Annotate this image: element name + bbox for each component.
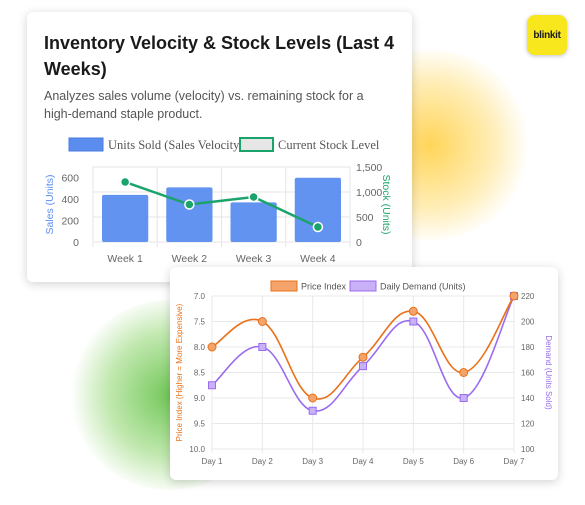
x-tick-label: Day 4 — [353, 457, 374, 466]
inventory-y-axis-label: Sales (Units) — [44, 174, 56, 234]
y-tick-label: 9.5 — [194, 420, 206, 429]
price-index-point[interactable] — [459, 368, 469, 377]
price-index-point[interactable] — [509, 291, 519, 301]
bar-units-sold[interactable] — [101, 194, 149, 242]
stock-level-line — [124, 180, 319, 229]
daily-demand-point[interactable] — [308, 406, 317, 415]
price-index-point[interactable] — [308, 393, 318, 403]
legend-swatch-daily-demand — [349, 280, 377, 292]
x-tick-label: Day 2 — [252, 457, 273, 466]
y-tick-label: 10.0 — [189, 445, 205, 454]
y-tick-label: 600 — [61, 173, 79, 185]
legend-label-units-sold[interactable]: Units Sold (Sales Velocity) — [108, 138, 244, 152]
price-index-point[interactable] — [408, 306, 418, 316]
y-tick-label: 8.5 — [194, 369, 206, 378]
price-index-point[interactable] — [358, 352, 368, 362]
inventory-chart: Units Sold (Sales Velocity) Current Stoc… — [44, 137, 392, 265]
pricing-chart: Price Index Daily Demand (Units) 7.0 7.5 8… — [175, 280, 553, 466]
price-index-point[interactable] — [207, 342, 217, 352]
y-tick-label: 400 — [61, 194, 79, 206]
y2-tick-label: 180 — [521, 343, 535, 352]
stock-level-point[interactable] — [119, 176, 131, 188]
daily-demand-point[interactable] — [359, 362, 367, 371]
y-tick-label: 0 — [73, 237, 79, 249]
x-tick-label: Week 1 — [107, 253, 143, 265]
x-tick-label: Day 5 — [403, 457, 424, 466]
y-tick-label: 8.0 — [194, 343, 206, 352]
pricing-y-axis-label: Price Index (Higher = More Expensive) — [175, 303, 184, 441]
y-tick-label: 9.0 — [194, 394, 206, 403]
bar-units-sold[interactable] — [294, 177, 342, 242]
legend-label-daily-demand[interactable]: Daily Demand (Units) — [380, 282, 466, 292]
y2-tick-label: 100 — [521, 445, 535, 454]
legend-label-price-index[interactable]: Price Index — [301, 282, 347, 292]
y2-tick-label: 140 — [521, 394, 535, 403]
y2-tick-label: 0 — [356, 237, 362, 249]
price-index-point[interactable] — [257, 317, 267, 326]
inventory-chart-subtitle: Analyzes sales volume (velocity) vs. rem… — [44, 89, 364, 121]
inventory-chart-title: Inventory Velocity & Stock Levels (Last … — [44, 33, 395, 79]
x-tick-label: Week 3 — [236, 253, 272, 265]
x-tick-label: Day 3 — [302, 457, 323, 466]
pricing-y2-axis-label: Demand (Units Sold) — [544, 335, 553, 410]
logo-text: blinkit — [533, 29, 561, 41]
x-tick-label: Day 1 — [202, 457, 223, 466]
stock-level-point[interactable] — [312, 221, 324, 233]
blinkit-logo: blinkit — [527, 15, 567, 55]
y2-tick-label: 500 — [356, 212, 374, 224]
y2-tick-label: 160 — [521, 369, 535, 378]
legend-swatch-price-index — [270, 280, 298, 292]
inventory-chart-card: Inventory Velocity & Stock Levels (Last … — [27, 12, 412, 282]
daily-demand-point[interactable] — [459, 394, 468, 402]
daily-demand-point[interactable] — [258, 343, 267, 351]
x-tick-label: Week 4 — [300, 253, 336, 265]
y-tick-label: 7.0 — [194, 292, 206, 301]
x-tick-label: Day 6 — [453, 457, 474, 466]
y-tick-label: 200 — [61, 216, 79, 228]
y2-tick-label: 200 — [521, 318, 535, 327]
y2-tick-label: 220 — [521, 292, 535, 301]
daily-demand-point[interactable] — [409, 317, 418, 326]
pricing-legend: Price Index Daily Demand (Units) — [270, 280, 466, 292]
stock-level-point[interactable] — [184, 199, 195, 210]
legend-swatch-units-sold — [68, 137, 104, 152]
y2-tick-label: 1,000 — [356, 187, 382, 199]
pricing-chart-card: Price Index Daily Demand (Units) 7.0 7.5 8… — [170, 267, 558, 480]
x-tick-label: Day 7 — [504, 457, 525, 466]
y2-tick-label: 1,500 — [356, 162, 382, 174]
stock-level-point[interactable] — [248, 191, 259, 203]
bar-units-sold[interactable] — [166, 187, 213, 242]
legend-label-stock-level[interactable]: Current Stock Level — [278, 138, 380, 152]
inventory-y2-axis-label: Stock (Units) — [380, 174, 392, 234]
y2-tick-label: 120 — [521, 420, 535, 429]
daily-demand-point[interactable] — [208, 381, 216, 390]
inventory-legend: Units Sold (Sales Velocity) Current Stoc… — [68, 137, 380, 152]
legend-swatch-stock-level — [239, 137, 274, 152]
bar-units-sold[interactable] — [230, 202, 277, 242]
y-tick-label: 7.5 — [194, 318, 206, 327]
x-tick-label: Week 2 — [172, 253, 208, 265]
